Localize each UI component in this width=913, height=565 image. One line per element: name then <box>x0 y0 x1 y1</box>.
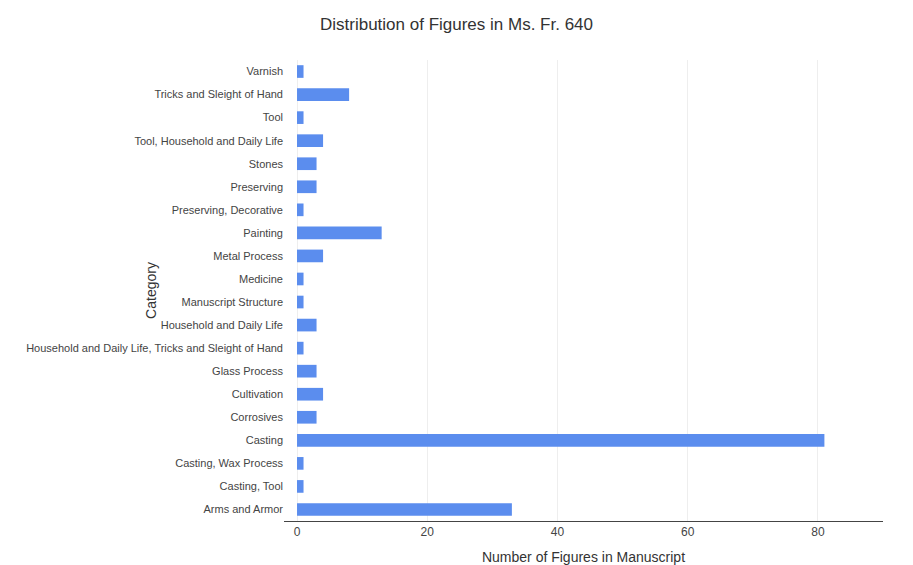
svg-text:Tool, Household and Daily Life: Tool, Household and Daily Life <box>134 135 283 147</box>
svg-text:Category: Category <box>143 262 159 319</box>
svg-text:Preserving: Preserving <box>230 181 283 193</box>
svg-text:Distribution of Figures in Ms.: Distribution of Figures in Ms. Fr. 640 <box>320 15 593 34</box>
svg-text:Number of Figures in Manuscrip: Number of Figures in Manuscript <box>482 549 685 565</box>
svg-text:Household and Daily Life: Household and Daily Life <box>161 319 283 331</box>
svg-text:Casting, Wax Process: Casting, Wax Process <box>175 457 283 469</box>
svg-text:Tool: Tool <box>263 111 283 123</box>
svg-text:Medicine: Medicine <box>239 273 283 285</box>
svg-text:20: 20 <box>421 525 435 539</box>
svg-text:Varnish: Varnish <box>247 65 283 77</box>
svg-text:Casting: Casting <box>246 434 283 446</box>
svg-text:Casting, Tool: Casting, Tool <box>220 480 283 492</box>
svg-text:Household and Daily Life, Tric: Household and Daily Life, Tricks and Sle… <box>26 342 283 354</box>
svg-text:Tricks and Sleight of Hand: Tricks and Sleight of Hand <box>154 88 283 100</box>
svg-text:Arms and Armor: Arms and Armor <box>204 503 284 515</box>
svg-text:Preserving, Decorative: Preserving, Decorative <box>172 204 283 216</box>
svg-text:Corrosives: Corrosives <box>230 411 283 423</box>
svg-text:Glass Process: Glass Process <box>212 365 283 377</box>
svg-text:0: 0 <box>294 525 301 539</box>
svg-text:60: 60 <box>681 525 695 539</box>
svg-text:40: 40 <box>551 525 565 539</box>
svg-text:Cultivation: Cultivation <box>232 388 283 400</box>
svg-text:80: 80 <box>811 525 825 539</box>
svg-text:Manuscript Structure: Manuscript Structure <box>182 296 283 308</box>
svg-text:Metal Process: Metal Process <box>213 250 283 262</box>
svg-text:Painting: Painting <box>243 227 283 239</box>
svg-text:Stones: Stones <box>249 158 284 170</box>
